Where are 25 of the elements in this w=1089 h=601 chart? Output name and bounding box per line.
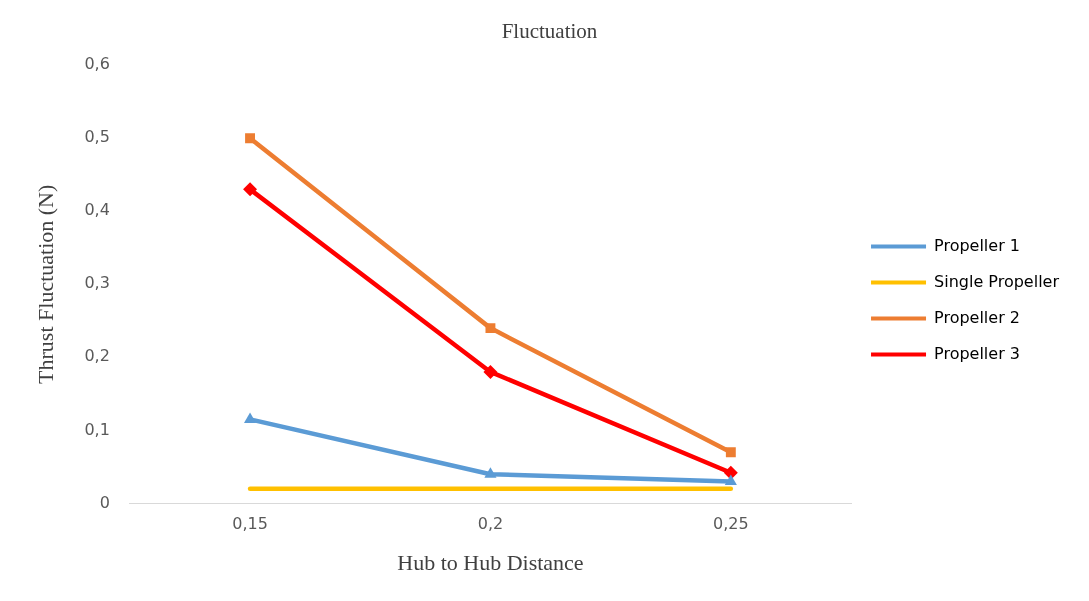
point bbox=[484, 467, 497, 478]
y-tick-label: 0,1 bbox=[84, 419, 110, 439]
y-tick-label: 0,6 bbox=[84, 54, 110, 74]
y-tick-label: 0,5 bbox=[84, 127, 110, 147]
point bbox=[725, 447, 736, 458]
y-axis-title: Thrust Fluctuation (N) bbox=[32, 184, 58, 384]
legend-label: Single Propeller bbox=[934, 271, 1060, 291]
chart-title: Fluctuation bbox=[501, 19, 598, 44]
point bbox=[724, 474, 737, 485]
x-axis-title: Hub to Hub Distance bbox=[397, 549, 584, 575]
point bbox=[243, 182, 258, 197]
y-tick-label: 0,4 bbox=[84, 200, 110, 220]
point bbox=[243, 412, 257, 423]
point bbox=[485, 323, 496, 334]
x-tick-label: 0,15 bbox=[232, 514, 268, 534]
point bbox=[245, 133, 255, 144]
x-tick-label: 0,2 bbox=[477, 514, 504, 534]
legend-label: Propeller 2 bbox=[934, 307, 1020, 327]
y-tick-label: 0,2 bbox=[84, 346, 110, 366]
y-tick-label: 0 bbox=[99, 492, 110, 512]
point bbox=[483, 364, 498, 379]
legend-label: Propeller 3 bbox=[934, 343, 1020, 363]
x-tick-label: 0,25 bbox=[713, 514, 749, 534]
y-tick-label: 0,3 bbox=[84, 273, 110, 293]
legend-label: Propeller 1 bbox=[934, 235, 1020, 255]
